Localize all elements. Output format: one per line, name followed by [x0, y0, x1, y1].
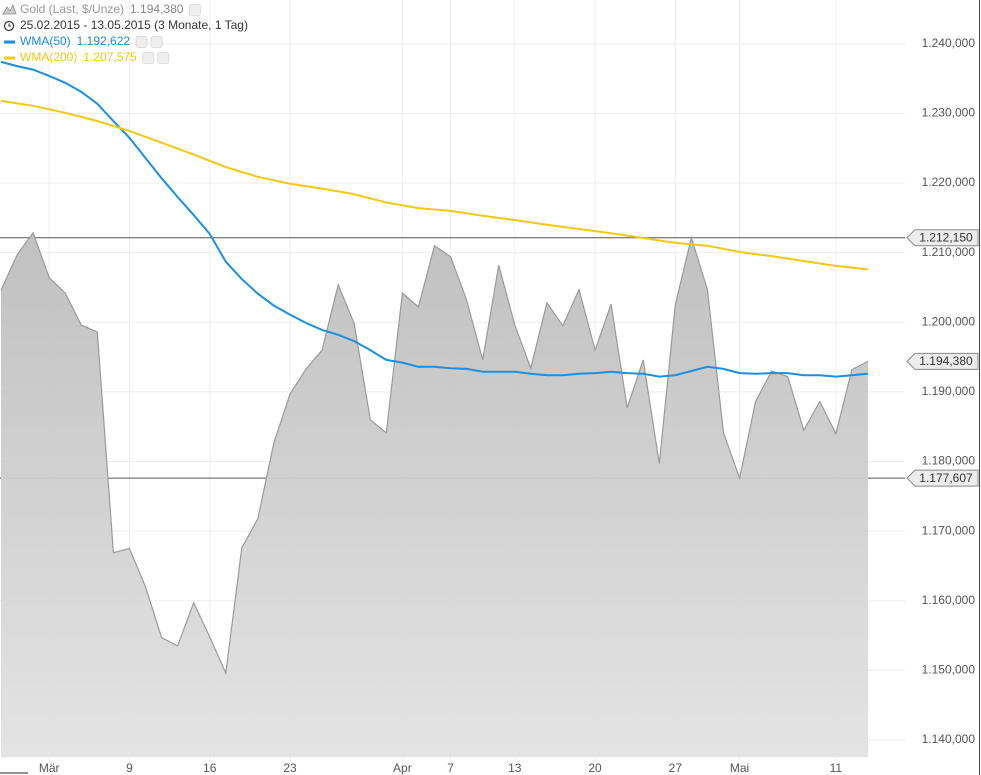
legend-button[interactable] [135, 36, 148, 48]
y-tick-label: 1.220,000 [922, 175, 976, 189]
legend-button[interactable] [188, 4, 201, 16]
legend-name: WMA(50) [20, 34, 71, 48]
overlay: 1.140,000 1.150,000 1.160,000 1.170,000 1.18… [39, 36, 979, 775]
area-line [0, 231, 869, 676]
subtitle: 25.02.2015 - 13.05.2015 (3 Monate, 1 Tag… [20, 18, 248, 32]
clock-icon [3, 20, 15, 32]
value-tag-label: 1.212,150 [919, 230, 973, 244]
x-tick-label: 23 [283, 761, 297, 775]
y-tick-label: 1.230,000 [922, 106, 976, 120]
y-tick-label: 1.190,000 [922, 384, 976, 398]
y-tick-label: 1.160,000 [922, 593, 976, 607]
line [0, 99, 869, 271]
plot [0, 60, 905, 758]
x-tick-label: 13 [508, 761, 522, 775]
legend-value: 1.194,380 [130, 2, 184, 16]
clock-hand [8, 23, 11, 27]
x-tick-label: 9 [126, 761, 133, 775]
legend-value: 1.207,575 [83, 50, 137, 64]
x-tick-label: 27 [669, 761, 683, 775]
x-tick-label: 16 [203, 761, 217, 775]
legend-name: WMA(200) [20, 50, 77, 64]
x-tick-label: 7 [447, 761, 454, 775]
y-tick-label: 1.210,000 [922, 245, 976, 259]
value-tag-label: 1.177,607 [919, 471, 973, 485]
y-tick-label: 1.200,000 [922, 314, 976, 328]
legend-name: Gold (Last, $/Unze) [20, 2, 124, 16]
legend-button[interactable] [142, 52, 155, 64]
x-tick-label: Mär [39, 761, 60, 775]
value-tag [906, 469, 979, 487]
legend-value: 1.192,622 [77, 34, 131, 48]
x-tick-label: Apr [393, 761, 412, 775]
legend: Gold (Last, $/Unze) 1.194,380 25.02.2015… [2, 2, 248, 64]
value-tag [906, 229, 979, 247]
x-tick-label: Mai [730, 761, 749, 775]
x-tick-label: 11 [830, 761, 843, 775]
line [0, 60, 869, 378]
legend-button[interactable] [157, 52, 170, 64]
legend-button[interactable] [150, 36, 163, 48]
y-tick-label: 1.180,000 [922, 454, 976, 468]
y-tick-label: 1.150,000 [922, 662, 976, 676]
y-tick-label: 1.240,000 [922, 36, 976, 50]
y-tick-label: 1.140,000 [922, 732, 976, 746]
x-tick-label: 20 [588, 761, 602, 775]
y-tick-label: 1.170,000 [922, 523, 976, 537]
value-tag [906, 352, 979, 370]
area-icon [2, 3, 17, 15]
area-fill [1, 232, 868, 758]
value-tag-label: 1.194,380 [919, 354, 973, 368]
